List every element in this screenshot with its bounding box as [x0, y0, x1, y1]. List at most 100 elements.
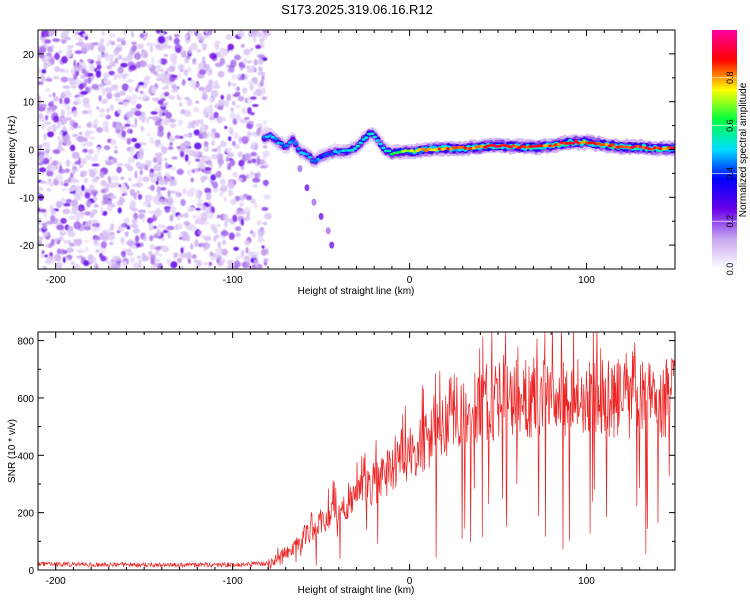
heatmap-cell	[246, 211, 250, 219]
y-tick-label: 800	[17, 337, 34, 348]
heatmap-cell	[138, 116, 147, 121]
heatmap-cell	[244, 97, 248, 104]
heatmap-cell	[100, 241, 107, 249]
heatmap-cell	[220, 258, 226, 263]
heatmap-cell	[38, 187, 44, 191]
heatmap-cell	[132, 227, 141, 234]
x-tick-label: 0	[407, 576, 413, 587]
heatmap-cell	[159, 68, 165, 73]
heatmap-cell	[179, 143, 186, 151]
heatmap-cell	[53, 75, 60, 80]
heatmap-cell	[80, 212, 86, 215]
heatmap-cell	[229, 178, 235, 187]
heatmap-cell	[230, 82, 237, 87]
heatmap-cell	[136, 43, 144, 50]
heatmap-cell	[64, 36, 71, 41]
heatmap-cell	[106, 92, 113, 100]
heatmap-cell	[129, 64, 137, 71]
heatmap-cell	[226, 93, 231, 102]
heatmap-cell	[47, 127, 51, 132]
heatmap-cell	[110, 139, 117, 146]
heatmap-cell	[60, 188, 68, 192]
heatmap-cell	[91, 83, 99, 90]
heatmap-cell	[109, 241, 114, 246]
heatmap-cell	[168, 66, 175, 73]
heatmap-cell	[135, 243, 142, 248]
heatmap-cell	[178, 72, 182, 78]
heatmap-cell	[154, 120, 162, 126]
heatmap-cell	[109, 260, 114, 264]
heatmap-cell	[87, 148, 94, 155]
heatmap-cell	[246, 120, 254, 125]
heatmap-cell	[246, 65, 250, 70]
heatmap-cell	[256, 263, 263, 269]
heatmap-cell	[62, 208, 71, 215]
heatmap-cell	[311, 198, 317, 206]
heatmap-cell	[42, 265, 48, 269]
heatmap-cell	[149, 244, 156, 250]
heatmap-cell	[105, 114, 112, 120]
colorbar-ticks: 0.0 0.2 0.4 0.6 0.8	[712, 72, 737, 275]
heatmap-cell	[184, 110, 192, 117]
heatmap-cell	[150, 111, 158, 115]
heatmap-cell	[42, 222, 47, 230]
heatmap-cell	[77, 249, 85, 254]
heatmap-cell	[67, 177, 72, 183]
heatmap-cell	[209, 96, 214, 103]
colorbar-tick-label: 0.6	[725, 119, 735, 132]
heatmap-cell	[151, 87, 156, 94]
x-tick-label: -200	[46, 576, 66, 587]
heatmap-cell	[251, 264, 257, 269]
heatmap-cell	[75, 42, 84, 46]
heatmap-cell	[175, 191, 180, 198]
heatmap-cell	[60, 138, 65, 144]
heatmap-cell	[159, 198, 164, 203]
heatmap-cell	[172, 57, 177, 65]
heatmap-cell	[165, 162, 169, 170]
heatmap-cell	[313, 159, 318, 163]
heatmap-cell	[120, 176, 125, 180]
heatmap-cell	[214, 172, 221, 178]
heatmap-cell	[260, 80, 264, 87]
heatmap-cell	[273, 137, 278, 141]
y-tick-label: -10	[20, 193, 35, 204]
heatmap-cell	[60, 248, 65, 255]
heatmap-cell	[95, 70, 102, 78]
heatmap-cell	[216, 214, 221, 219]
heatmap-cell	[82, 143, 86, 147]
heatmap-cell	[39, 144, 43, 149]
heatmap-cell	[171, 156, 178, 160]
heatmap-cell	[171, 84, 177, 90]
heatmap-cell	[227, 163, 232, 171]
heatmap-cell	[225, 34, 233, 41]
heatmap-cell	[116, 162, 124, 167]
heatmap-cell	[211, 153, 218, 160]
snr-plot-area	[38, 332, 675, 570]
heatmap-cell	[105, 161, 114, 166]
heatmap-cell	[209, 52, 218, 60]
heatmap-cell	[78, 83, 84, 90]
heatmap-cell	[130, 188, 135, 197]
x-tick-label: -100	[223, 576, 243, 587]
heatmap-cell	[67, 230, 76, 238]
heatmap-cell	[89, 170, 96, 178]
heatmap-cell	[219, 140, 227, 148]
heatmap-cell	[358, 141, 363, 145]
heatmap-cell	[120, 237, 125, 243]
heatmap-cell	[200, 217, 208, 222]
heatmap-cell	[155, 65, 160, 73]
heatmap-cell	[187, 101, 192, 107]
heatmap-cell	[49, 109, 53, 115]
heatmap-cell	[45, 78, 53, 82]
heatmap-cell	[72, 110, 79, 117]
heatmap-cell	[219, 178, 226, 185]
colorbar-tick-label: 0.2	[725, 215, 735, 228]
heatmap-cell	[243, 48, 251, 56]
heatmap-cell	[197, 230, 202, 235]
heatmap-cell	[198, 242, 206, 248]
heatmap-cell	[92, 42, 99, 46]
snr-panel: -200 -100 0 100 0 200 400 600 800 Height of str…	[7, 331, 676, 596]
heatmap-cell	[131, 31, 134, 38]
heatmap-cell	[121, 83, 129, 92]
heatmap-cell	[108, 33, 116, 38]
